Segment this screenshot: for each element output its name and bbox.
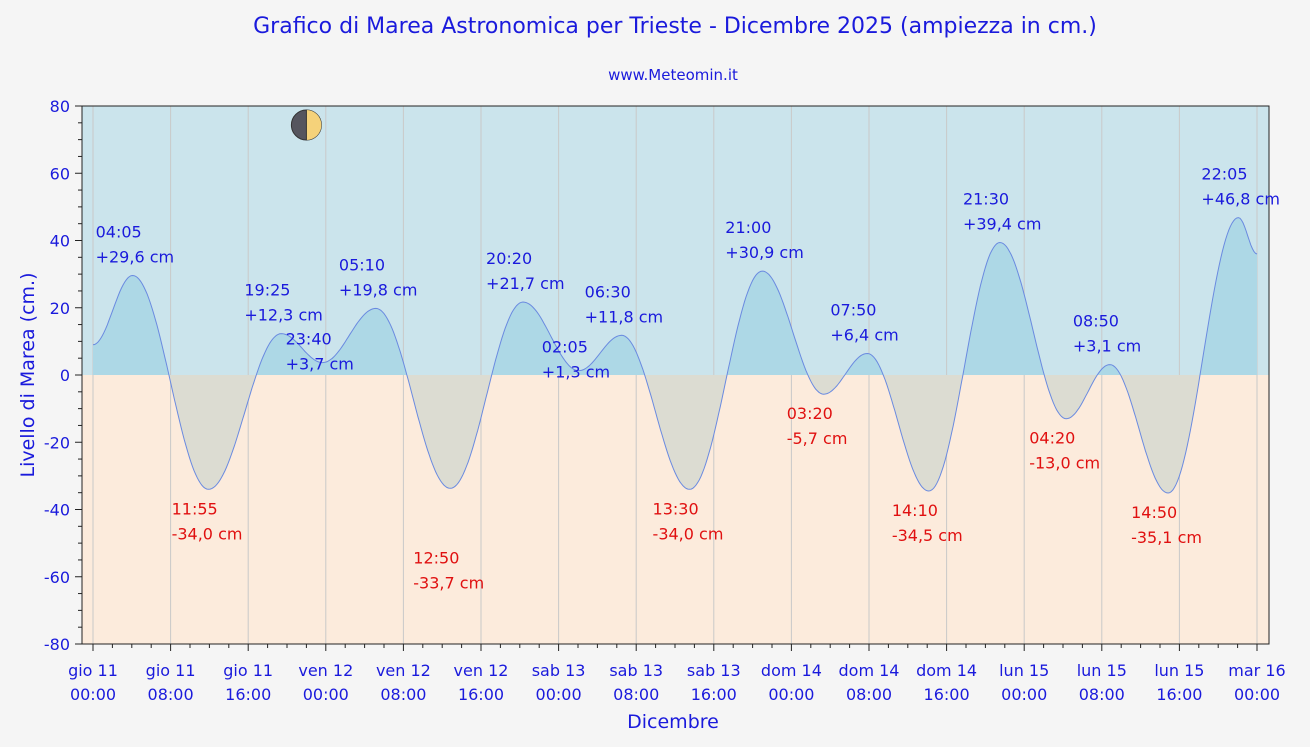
x-tick-day: gio 11 [146,661,196,680]
extremum-time: 04:20 [1029,429,1075,448]
extremum-value: -34,0 cm [653,524,724,543]
extremum-value: -34,0 cm [172,524,243,543]
x-tick-day: sab 13 [532,661,586,680]
x-tick-time: 00:00 [768,685,814,704]
x-tick-day: dom 14 [761,661,822,680]
extremum-value: +11,8 cm [585,307,664,326]
x-tick-day: gio 11 [223,661,273,680]
above-zero-band [82,106,1269,375]
high-tide-area [93,217,1257,375]
y-tick-label: 40 [50,232,70,251]
x-tick-time: 00:00 [1234,685,1280,704]
x-tick-day: lun 15 [1077,661,1127,680]
tide-areas [93,217,1257,493]
x-tick-time: 00:00 [70,685,116,704]
extremum-time: 06:30 [585,282,631,301]
chart-title: Grafico di Marea Astronomica per Trieste… [253,14,1097,39]
extremum-time: 21:30 [963,190,1009,209]
extremum-value: +6,4 cm [830,325,898,344]
extremum-time: 02:05 [542,338,588,357]
extremum-value: +46,8 cm [1201,190,1280,209]
y-tick-label: -40 [44,501,70,520]
extremum-time: 19:25 [244,281,290,300]
x-tick-day: ven 12 [376,661,431,680]
extrema-annotations: 04:05 +29,6 cm 11:55 -34,0 cm 19:25 +12,3 cm 2… [96,165,1280,593]
x-tick-day: ven 12 [298,661,353,680]
tide-curve [92,217,1258,494]
y-tick-label: 20 [50,299,70,318]
extremum-time: 04:05 [96,222,142,241]
x-tick-day: gio 11 [68,661,118,680]
extremum-value: +3,7 cm [286,355,354,374]
extremum-value: -13,0 cm [1029,454,1100,473]
extremum-value: +12,3 cm [244,306,323,325]
x-tick-time: 16:00 [924,685,970,704]
extremum-time: 03:20 [787,404,833,423]
extremum-time: 23:40 [286,330,332,349]
y-tick-label: -80 [44,635,70,654]
y-tick-label: -60 [44,568,70,587]
extremum-value: -34,5 cm [892,526,963,545]
y-tick-label: -20 [44,433,70,452]
x-tick-time: 08:00 [846,685,892,704]
extremum-value: +30,9 cm [725,243,804,262]
extremum-value: +39,4 cm [963,215,1041,234]
x-tick-time: 16:00 [691,685,737,704]
y-tick-label: 0 [60,366,70,385]
x-tick-time: 08:00 [148,685,194,704]
chart-subtitle: www.Meteomin.it [608,66,738,84]
x-tick-time: 16:00 [225,685,271,704]
x-tick-day: ven 12 [454,661,509,680]
x-tick-day: mar 16 [1228,661,1285,680]
x-tick-day: dom 14 [916,661,977,680]
extremum-value: -5,7 cm [787,429,848,448]
x-tick-day: dom 14 [839,661,900,680]
extremum-time: 05:10 [339,255,385,274]
x-tick-time: 00:00 [303,685,349,704]
x-tick-time: 08:00 [380,685,426,704]
tide-line [92,217,1258,494]
extremum-value: +1,3 cm [542,363,610,382]
extremum-time: 14:10 [892,501,938,520]
low-tide-area [93,375,1257,493]
extremum-time: 14:50 [1131,503,1177,522]
x-tick-time: 08:00 [613,685,659,704]
x-axis: gio 11 00:00 gio 11 08:00 gio 11 16:00 ven 12 0… [68,644,1286,704]
extremum-value: +3,1 cm [1073,337,1141,356]
extremum-time: 20:20 [486,249,532,268]
first-quarter-moon-icon [290,109,322,141]
extremum-time: 13:30 [653,499,699,518]
y-axis-label: Livello di Marea (cm.) [17,272,39,477]
extremum-time: 07:50 [830,300,876,319]
extremum-time: 08:50 [1073,312,1119,331]
extremum-value: +21,7 cm [486,274,565,293]
x-tick-day: lun 15 [999,661,1049,680]
extremum-time: 21:00 [725,218,771,237]
x-tick-day: sab 13 [687,661,741,680]
extremum-value: +19,8 cm [339,280,418,299]
extremum-value: -33,7 cm [413,573,484,592]
y-tick-label: 60 [50,164,70,183]
y-tick-label: 80 [50,97,70,116]
x-tick-time: 00:00 [1001,685,1047,704]
x-tick-time: 16:00 [1156,685,1202,704]
extremum-time: 12:50 [413,548,459,567]
x-tick-time: 16:00 [458,685,504,704]
x-tick-time: 08:00 [1079,685,1125,704]
y-axis: 80 60 40 20 0 -20 -40 -60 -80 [44,97,82,654]
extremum-value: -35,1 cm [1131,528,1202,547]
extremum-time: 11:55 [172,499,218,518]
x-axis-label: Dicembre [627,711,719,733]
extremum-value: +29,6 cm [96,247,175,266]
extremum-time: 22:05 [1201,165,1247,184]
x-tick-day: sab 13 [609,661,663,680]
x-tick-day: lun 15 [1154,661,1204,680]
x-tick-time: 00:00 [536,685,582,704]
